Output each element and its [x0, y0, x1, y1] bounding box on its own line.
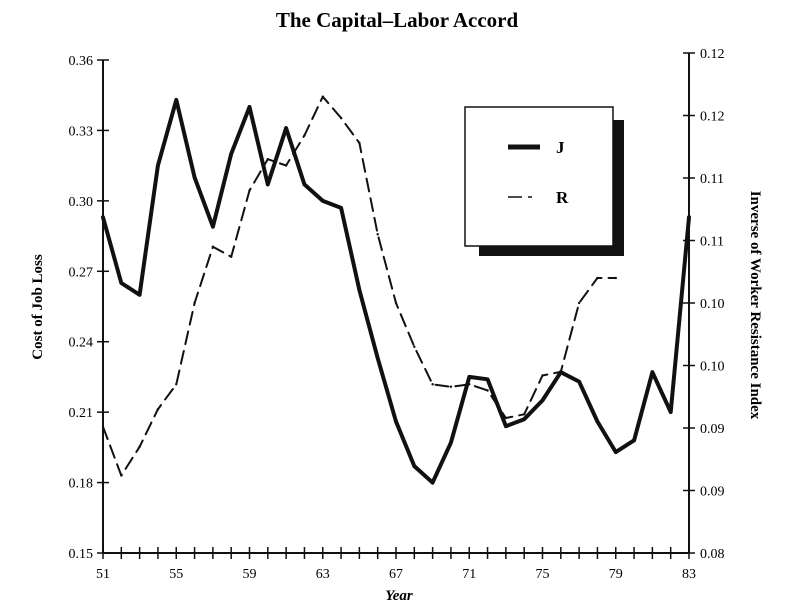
legend-label-j: J — [556, 138, 565, 157]
data-point-j — [632, 438, 636, 443]
data-point-j — [668, 410, 673, 414]
data-point-j — [247, 105, 252, 109]
data-point-r — [413, 345, 416, 348]
left-tick-label: 0.36 — [69, 54, 94, 69]
data-point-r — [284, 164, 288, 167]
x-tick-label: 51 — [96, 567, 110, 582]
data-point-j — [467, 375, 472, 379]
x-tick-label: 55 — [169, 567, 183, 582]
data-point-j — [430, 480, 435, 485]
right-tick-label: 0.12 — [700, 110, 725, 125]
x-tick-label: 71 — [462, 567, 476, 582]
data-point-r — [541, 374, 544, 377]
data-point-r — [394, 301, 398, 305]
right-tick-label: 0.09 — [700, 485, 725, 500]
data-point-r — [339, 116, 343, 120]
data-point-j — [595, 419, 600, 424]
data-point-r — [101, 425, 105, 428]
left-tick-label: 0.18 — [69, 477, 94, 492]
legend: J R — [464, 106, 624, 256]
right-tick-label: 0.12 — [700, 47, 725, 62]
data-point-r — [504, 416, 508, 420]
x-tick-label: 67 — [389, 567, 403, 582]
data-point-j — [412, 464, 417, 468]
left-tick-label: 0.33 — [69, 124, 94, 139]
data-point-r — [486, 389, 489, 392]
data-point-r — [522, 413, 526, 416]
data-point-j — [174, 98, 179, 102]
data-point-r — [376, 233, 379, 236]
left-tick-label: 0.30 — [69, 195, 94, 210]
data-point-j — [339, 206, 343, 210]
left-tick-label: 0.15 — [69, 547, 94, 562]
left-tick-label: 0.27 — [69, 265, 94, 280]
data-point-r — [175, 383, 178, 386]
data-point-j — [449, 440, 453, 445]
data-point-r — [193, 301, 196, 305]
right-tick-label: 0.11 — [700, 235, 724, 250]
data-point-r — [211, 245, 215, 248]
right-tick-label: 0.11 — [700, 172, 724, 187]
data-point-j — [211, 224, 215, 229]
data-point-j — [357, 288, 362, 292]
series-layer — [101, 95, 691, 485]
data-point-r — [614, 276, 617, 280]
data-point-r — [358, 141, 361, 145]
legend-label-r: R — [556, 188, 569, 207]
data-point-j — [504, 424, 508, 429]
right-tick-label: 0.10 — [700, 297, 725, 312]
data-point-r — [468, 383, 471, 386]
data-point-r — [266, 158, 270, 161]
left-tick-label: 0.21 — [69, 406, 94, 421]
data-point-r — [431, 383, 434, 386]
x-tick-label: 59 — [243, 567, 257, 582]
data-point-j — [156, 163, 160, 168]
data-point-r — [156, 408, 160, 411]
data-point-j — [577, 379, 581, 384]
chart-title: The Capital–Labor Accord — [276, 8, 519, 32]
left-axis-title: Cost of Job Loss — [30, 254, 46, 360]
x-axis-title: Year — [385, 588, 413, 604]
data-point-r — [248, 189, 251, 192]
x-tick-label: 63 — [316, 567, 330, 582]
right-axis-title: Inverse of Worker Resistance Index — [747, 191, 763, 420]
data-point-r — [596, 276, 599, 280]
data-point-j — [613, 450, 618, 454]
legend-box — [464, 106, 614, 247]
data-point-j — [284, 126, 288, 130]
right-tick-label: 0.09 — [700, 422, 725, 437]
data-point-j — [119, 281, 124, 285]
x-tick-label: 79 — [609, 567, 623, 582]
data-point-j — [394, 419, 398, 424]
data-point-j — [522, 417, 526, 421]
data-point-r — [303, 134, 306, 137]
right-tick-label: 0.08 — [700, 547, 725, 562]
x-tick-label: 75 — [536, 567, 550, 582]
left-axis-ticks: 0.15 0.18 0.21 0.24 0.27 0.30 0.33 0.36 — [69, 54, 109, 562]
data-point-r — [120, 474, 123, 477]
data-point-j — [266, 182, 270, 187]
data-point-j — [302, 182, 307, 187]
data-point-j — [650, 370, 655, 375]
data-point-j — [485, 377, 490, 382]
data-point-j — [192, 175, 197, 180]
data-point-r — [559, 370, 563, 373]
x-tick-label: 83 — [682, 567, 696, 582]
data-point-j — [687, 215, 691, 220]
left-tick-label: 0.24 — [69, 336, 94, 351]
data-point-r — [577, 301, 581, 305]
data-point-r — [138, 445, 141, 448]
data-point-j — [137, 292, 142, 297]
data-point-j — [101, 215, 105, 220]
data-point-r — [449, 385, 453, 388]
data-point-j — [320, 199, 325, 203]
data-point-r — [229, 255, 233, 258]
data-point-j — [375, 356, 380, 360]
data-point-r — [321, 95, 324, 98]
data-point-j — [540, 398, 545, 403]
x-axis-ticks: 51 55 59 63 67 71 75 79 83 — [96, 547, 696, 582]
data-point-j — [229, 152, 233, 156]
right-tick-label: 0.10 — [700, 360, 725, 375]
